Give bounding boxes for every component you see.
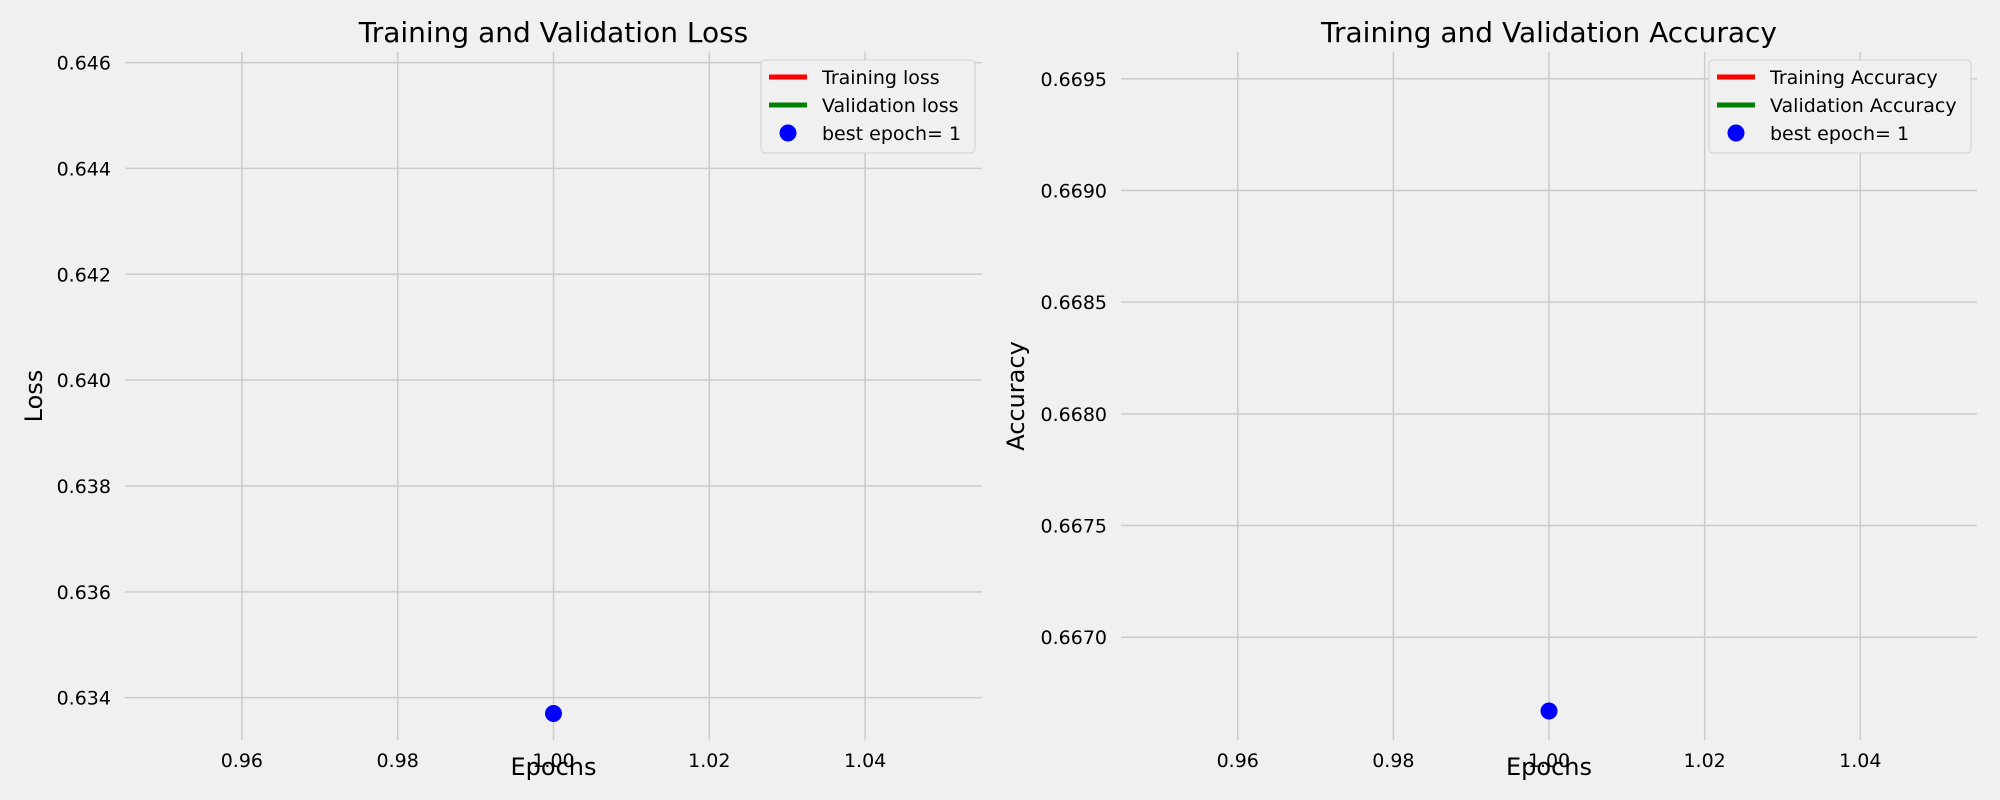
accuracy-y-tick-label: 0.6690 (1041, 180, 1107, 202)
loss-y-tick-label: 0.634 (57, 688, 111, 710)
loss-chart: 0.96 0.98 1.00 1.02 1.04 0.634 0.636 0.638 0.64… (20, 16, 982, 781)
accuracy-series-marks (1540, 702, 1558, 720)
loss-legend-swatch-best-epoch (779, 124, 797, 142)
loss-y-axis-label: Loss (20, 370, 48, 423)
accuracy-x-tick-label: 1.02 (1683, 750, 1725, 772)
accuracy-y-tick-label: 0.6675 (1041, 516, 1107, 538)
loss-y-tick-label: 0.638 (57, 476, 111, 498)
loss-x-axis-label: Epochs (511, 753, 597, 781)
accuracy-legend: Training Accuracy Validation Accuracy be… (1708, 59, 1972, 154)
loss-legend: Training loss Validation loss best epoch… (760, 59, 976, 154)
accuracy-y-tick-labels: 0.6670 0.6675 0.6680 0.6685 0.6690 0.6695 (1041, 69, 1107, 649)
accuracy-legend-label-validation: Validation Accuracy (1770, 95, 1957, 117)
accuracy-chart: 0.96 0.98 1.00 1.02 1.04 0.66700.66750.66800… (1002, 16, 1977, 781)
loss-x-tick-labels: 0.96 0.98 1.00 1.02 1.04 (221, 750, 887, 772)
loss-y-tick-label: 0.644 (57, 158, 111, 180)
accuracy-best-epoch-point (1540, 702, 1558, 720)
loss-x-tick-label: 1.04 (844, 750, 886, 772)
loss-x-tick-label: 1.02 (688, 750, 730, 772)
accuracy-x-tick-label: 0.96 (1217, 750, 1259, 772)
loss-y-tick-label: 0.646 (57, 53, 111, 75)
accuracy-y-tick-label: 0.6685 (1041, 292, 1107, 314)
loss-legend-label-validation: Validation loss (822, 95, 959, 117)
loss-y-tick-label: 0.642 (57, 264, 111, 286)
loss-x-tick-label: 1.00 (532, 750, 574, 772)
accuracy-chart-title: Training and Validation Accuracy (1320, 16, 1777, 49)
loss-grid (125, 52, 982, 740)
accuracy-x-tick-labels: 0.96 0.98 1.00 1.02 1.04 (1217, 750, 1882, 772)
accuracy-legend-label-best-epoch: best epoch= 1 (1770, 123, 1909, 145)
accuracy-y-tick-label: 0.6670 (1041, 627, 1107, 649)
accuracy-y-axis-label: Accuracy (1002, 341, 1030, 451)
loss-x-tick-label: 0.96 (221, 750, 263, 772)
loss-chart-title: Training and Validation Loss (358, 16, 749, 49)
accuracy-legend-label-training: Training Accuracy (1769, 67, 1938, 89)
loss-x-tick-label: 0.98 (377, 750, 419, 772)
accuracy-x-tick-label: 1.00 (1528, 750, 1570, 772)
accuracy-grid (1121, 52, 1977, 740)
accuracy-legend-swatch-best-epoch (1727, 124, 1745, 142)
accuracy-x-axis-label: Epochs (1506, 753, 1592, 781)
loss-y-tick-label: 0.640 (57, 370, 111, 392)
accuracy-y-tick-label: 0.6680 (1041, 404, 1107, 426)
accuracy-x-tick-label: 1.04 (1839, 750, 1881, 772)
accuracy-y-tick-label: 0.6695 (1041, 69, 1107, 91)
loss-legend-box (760, 59, 976, 154)
accuracy-x-tick-label: 0.98 (1372, 750, 1414, 772)
loss-series-marks (545, 705, 562, 723)
accuracy-legend-box (1708, 59, 1972, 154)
loss-y-tick-labels: 0.634 0.636 0.638 0.640 0.642 0.644 0.646 (57, 53, 111, 710)
loss-legend-label-training: Training loss (821, 67, 940, 89)
loss-y-tick-label: 0.636 (57, 582, 111, 604)
loss-legend-label-best-epoch: best epoch= 1 (822, 123, 961, 145)
loss-best-epoch-point (545, 705, 562, 723)
